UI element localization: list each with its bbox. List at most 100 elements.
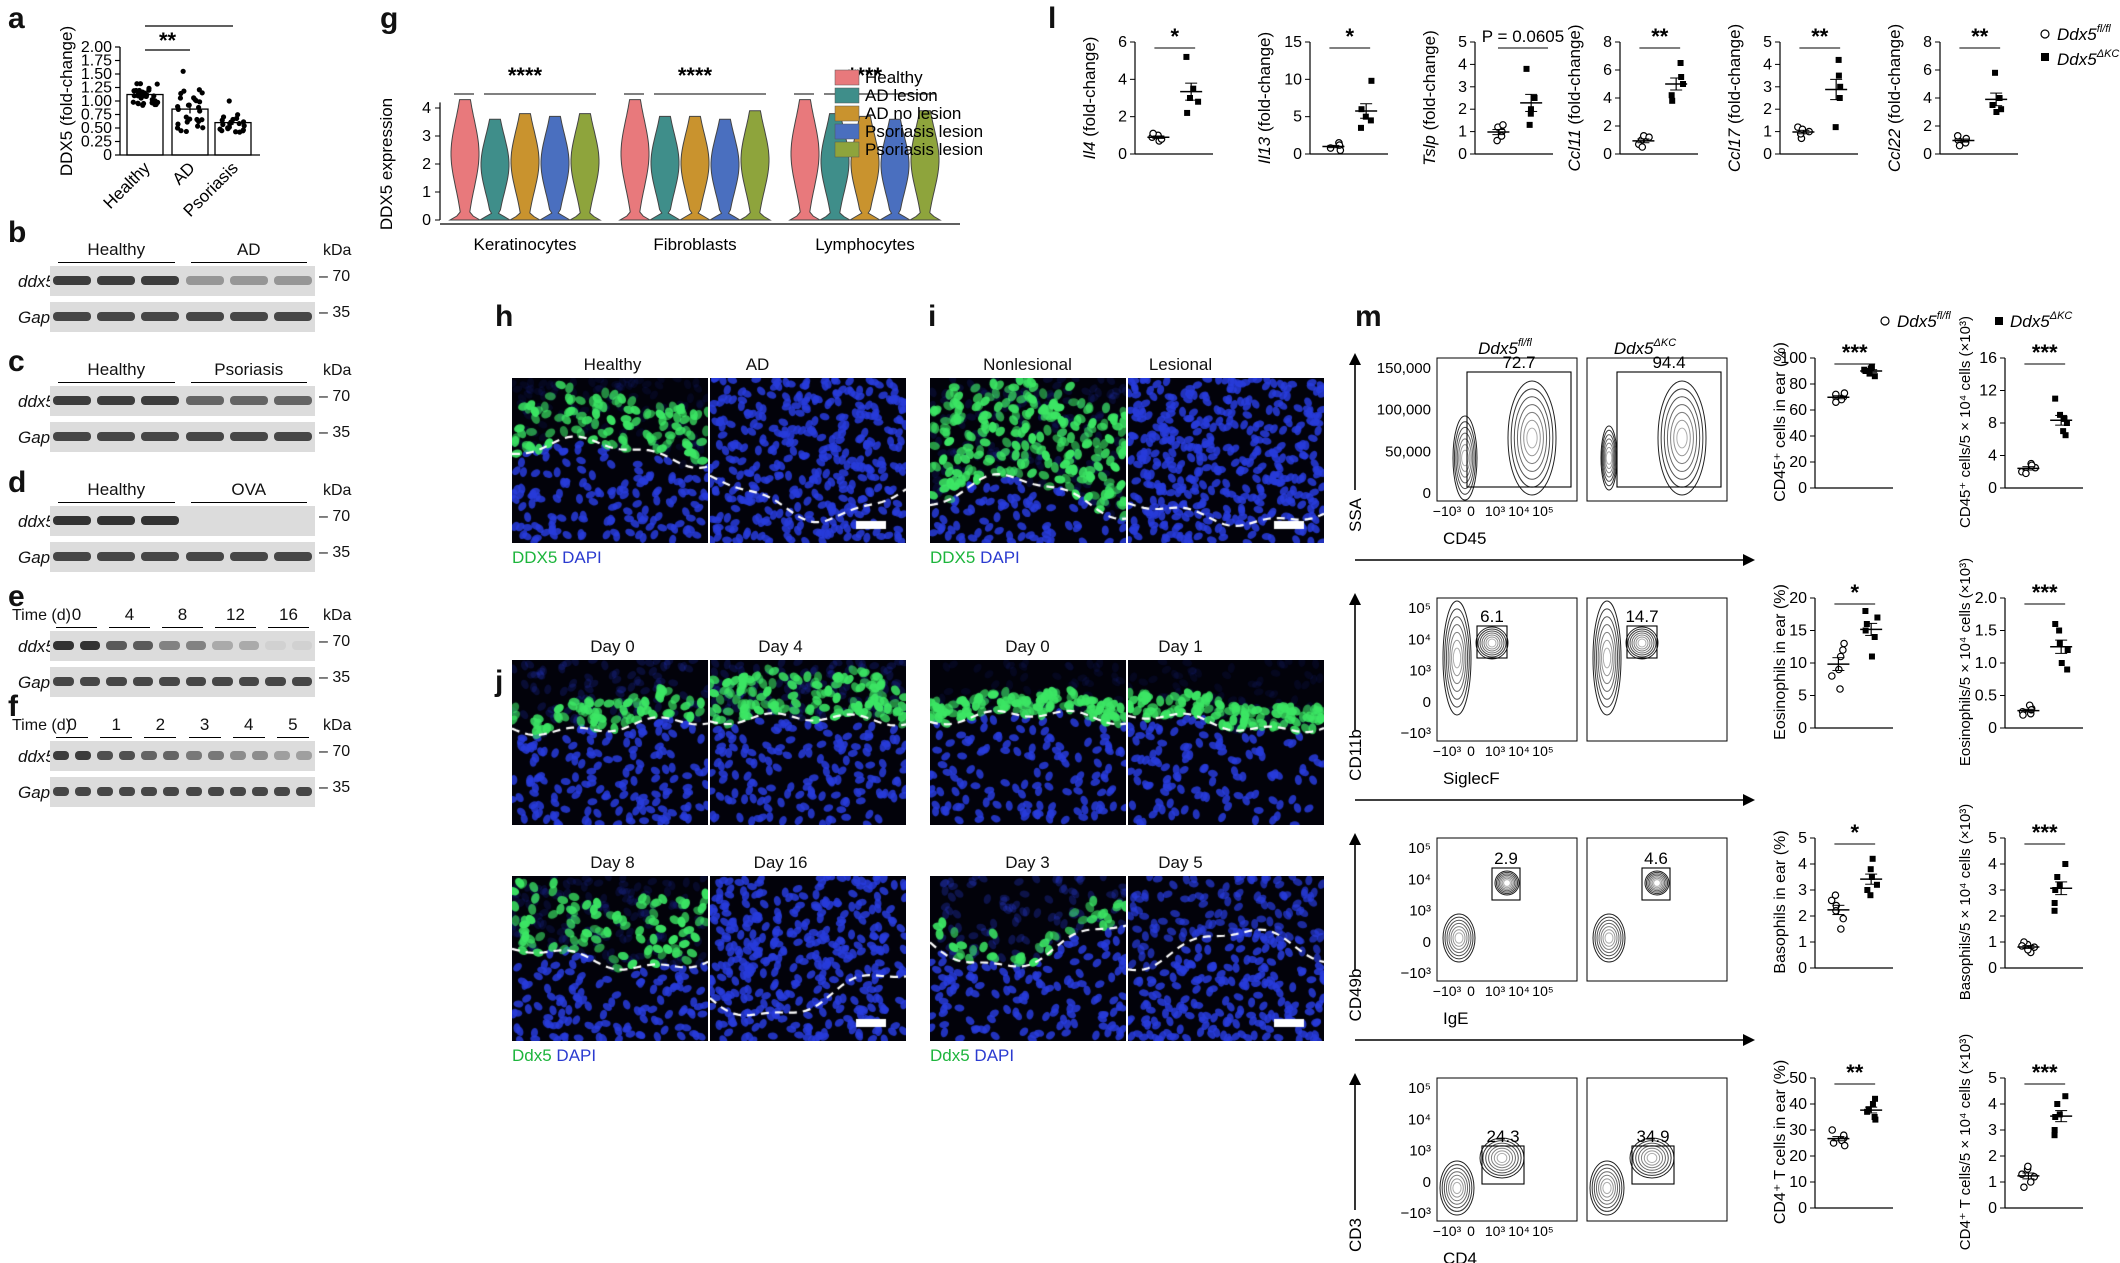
m-gate [1491,867,1521,901]
dot-point-ctrl [1499,121,1507,129]
dot-y-tick-label: 6 [1923,62,1932,79]
dot-point-ko [1837,83,1844,90]
e-band [132,641,153,650]
stain-green: Ddx5 [512,1046,552,1065]
m-contour [1500,876,1514,890]
m-contour [1448,1174,1466,1202]
g-violin [538,115,572,221]
m-x-tick-label: 10³ [1485,1223,1506,1239]
dot-point-ctrl [1839,914,1848,923]
m-contour [1498,874,1516,892]
m-contour [1594,608,1620,708]
g-legend-swatch [834,69,860,86]
m-gate [1476,625,1508,659]
m-y-tick-label: 10³ [1409,663,1431,680]
m-contour [1603,438,1615,478]
a-point [220,121,226,128]
f-band [251,787,268,796]
e-marker: – 70 [319,633,351,650]
dot-point-ko [1865,1106,1872,1113]
i-title: Lesional [1148,355,1213,374]
dot-sig-label: *** [2032,820,2058,845]
a-point [177,95,184,101]
j-title: Day 16 [753,853,808,872]
m-contour [1597,624,1617,692]
b-band [53,312,92,321]
m-contour [1599,631,1615,685]
j-image-day0 [512,660,708,825]
m-y-tick-label: 0 [1423,934,1431,951]
m-contour [1604,932,1614,944]
m-contour [1635,636,1649,650]
dot-y-tick-label: 0 [1988,480,1997,497]
g-sig-label: **** [678,63,713,88]
dot-y-tick-label: 0 [1988,1200,1997,1217]
dot-point-ctrl [2026,1178,2035,1186]
m-contour [1631,632,1653,654]
dot-point-ctrl [1840,1141,1849,1150]
k-title: Day 5 [1158,853,1203,872]
dot-point-ko [1190,85,1197,92]
e-band [265,677,286,686]
dot-y-tick-label: 1.5 [1975,623,1997,640]
dot-point-ko [2062,432,2069,439]
d-blot-strip [50,506,315,536]
a-point [140,102,146,108]
m-contour [1663,396,1701,480]
m-y-tick-label: 10³ [1409,903,1431,920]
m-contour [1596,919,1622,957]
dot-y-tick-label: 5 [1458,34,1467,51]
dot-y-tick-label: 15 [1284,34,1302,51]
dot-point-ko [2052,887,2059,893]
panel-label-f: f [8,690,18,723]
m-contour [1602,647,1612,669]
dot-y-tick-label: 3 [1458,79,1467,96]
dot-y-tick-label: 6 [1603,62,1612,79]
dot-y-tick-label: 5 [1293,109,1302,126]
dot-y-tick-label: 40 [1789,428,1807,445]
dot-sig-label: ** [1846,1060,1864,1085]
m-contour [1481,632,1503,654]
f-band [53,751,70,760]
b-band [97,312,136,321]
m-x-tick-label: 10⁴ [1508,743,1530,759]
dot-y-tick-label: 0 [1798,480,1807,497]
l-legend-ko: Ddx5ΔKC [2057,48,2119,69]
dot-y-tick-label: 5 [1988,1070,1997,1087]
panel-label-d: d [8,466,27,499]
m-y-tick-label: −10³ [1401,1205,1431,1222]
m-contour [1600,1178,1614,1198]
a-point [200,125,206,131]
d-band [229,552,268,561]
a-point [233,129,239,135]
b-marker: – 70 [319,268,351,285]
dot-point-ko [1996,95,2003,101]
m-x-tick-label: 0 [1467,983,1475,999]
m-cnt-ylabel: CD45⁺ cells/5 × 10⁴ cells (×10³) [1957,316,1974,528]
dot-y-tick-label: 12 [1979,383,1997,400]
dot-y-tick-label: 0.5 [1975,688,1997,705]
dot-point-ko [1836,95,1843,101]
m-x-tick-label: 10⁴ [1508,503,1530,519]
dot-y-tick-label: 10 [1789,655,1807,672]
m-contour [1497,873,1517,893]
panel-label-a: a [8,2,25,35]
a-sig-label: **** [172,20,207,29]
m-contour [1644,870,1670,896]
b-group-label: AD [190,240,307,263]
dot-point-ko [1669,97,1676,104]
m-x-label: IgE [1443,1009,1469,1028]
dot-point-ko [1357,124,1364,131]
e-kda: kDa [323,607,352,624]
a-point [183,128,189,135]
dot-point-ctrl [2020,1183,2028,1192]
m-y-tick-label: 50,000 [1385,443,1431,460]
m-contour [1637,638,1647,648]
dot-point-ctrl [1497,132,1506,140]
c-band [97,432,136,441]
a-point [195,104,202,111]
c-blot-strip [50,386,315,416]
e-band [185,641,206,650]
l-y-label: Tslp (fold-change) [1420,30,1439,165]
a-point [187,116,193,122]
